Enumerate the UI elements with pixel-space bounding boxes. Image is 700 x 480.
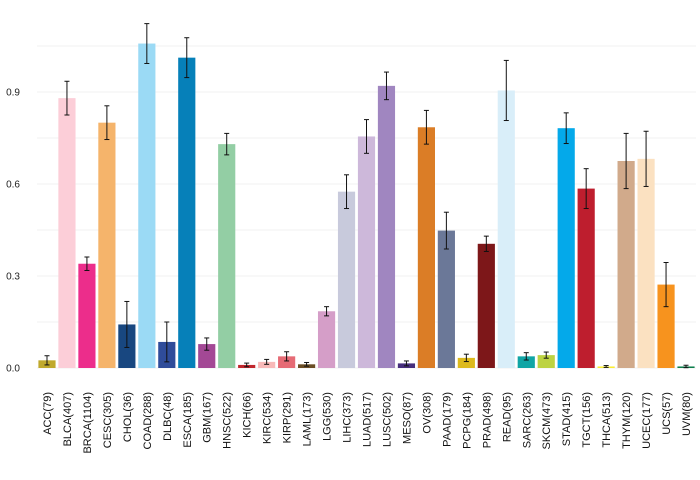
bar <box>317 311 336 368</box>
y-tick-label: 0.3 <box>6 272 20 283</box>
bar <box>497 90 515 368</box>
x-tick-label: PRAD(498) <box>481 392 493 448</box>
bar <box>258 361 276 368</box>
y-axis: 0.0 0.3 0.6 0.9 <box>6 88 20 375</box>
bar <box>278 356 296 368</box>
x-tick-label: SARC(263) <box>521 392 533 448</box>
bar <box>437 230 455 368</box>
bar <box>377 85 396 368</box>
x-tick-label: THYM(120) <box>621 392 633 449</box>
x-tick-label: THCA(513) <box>601 392 613 448</box>
x-tick-label: KIRP(291) <box>282 392 294 443</box>
x-axis: ACC(79) BLCA(407) BRCA(1104) CESC(305) CHOL(… <box>42 392 693 454</box>
bar <box>178 57 196 369</box>
bar <box>577 188 595 368</box>
bars <box>38 43 695 369</box>
x-tick-label: LAML(173) <box>302 392 314 446</box>
y-tick-label: 0.6 <box>6 180 20 191</box>
x-tick-label: KICH(66) <box>242 392 254 438</box>
x-tick-label: LUSC(502) <box>381 392 393 447</box>
bar <box>58 98 76 368</box>
bar <box>637 158 655 368</box>
x-tick-label: PAAD(179) <box>441 392 453 447</box>
bar <box>557 128 575 368</box>
x-tick-label: UCEC(177) <box>641 392 653 449</box>
x-tick-label: COAD(288) <box>142 392 154 449</box>
x-tick-label: ESCA(185) <box>182 392 194 448</box>
bar <box>657 284 675 368</box>
bar <box>457 357 475 368</box>
bar <box>218 144 236 368</box>
x-tick-label: BLCA(407) <box>62 392 74 446</box>
bar <box>337 191 356 368</box>
x-tick-label: CESC(305) <box>102 392 114 448</box>
y-tick-label: 0.9 <box>6 88 20 99</box>
bar <box>98 122 116 369</box>
x-tick-label: PCPG(184) <box>461 392 473 449</box>
error-bars <box>44 23 689 369</box>
bar <box>517 356 535 368</box>
y-tick-label: 0.0 <box>6 364 20 375</box>
x-tick-label: LGG(530) <box>322 392 334 441</box>
x-tick-label: BRCA(1104) <box>82 392 94 454</box>
bar <box>78 263 96 368</box>
x-tick-label: DLBC(48) <box>162 392 174 441</box>
bar <box>357 136 376 368</box>
x-tick-label: UCS(57) <box>661 392 673 435</box>
bar <box>417 127 435 369</box>
x-tick-label: STAD(415) <box>561 392 573 446</box>
bar <box>617 161 635 368</box>
x-tick-label: LUAD(517) <box>362 392 374 447</box>
x-tick-label: SKCM(473) <box>541 392 553 449</box>
x-tick-label: OV(308) <box>421 392 433 434</box>
bar <box>198 344 216 368</box>
x-tick-label: CHOL(36) <box>122 392 134 442</box>
x-tick-label: TGCT(156) <box>581 392 593 448</box>
x-tick-label: KIRC(534) <box>262 392 274 444</box>
x-tick-label: READ(95) <box>501 392 513 442</box>
x-tick-label: MESO(87) <box>401 392 413 444</box>
x-tick-label: ACC(79) <box>42 392 54 435</box>
x-tick-label: HNSC(522) <box>222 392 234 449</box>
bar <box>138 43 156 369</box>
x-tick-label: LIHC(373) <box>342 392 354 443</box>
x-tick-label: GBM(167) <box>202 392 214 443</box>
bar <box>537 355 555 368</box>
x-tick-label: UVM(80) <box>681 392 693 436</box>
bar <box>477 243 495 368</box>
